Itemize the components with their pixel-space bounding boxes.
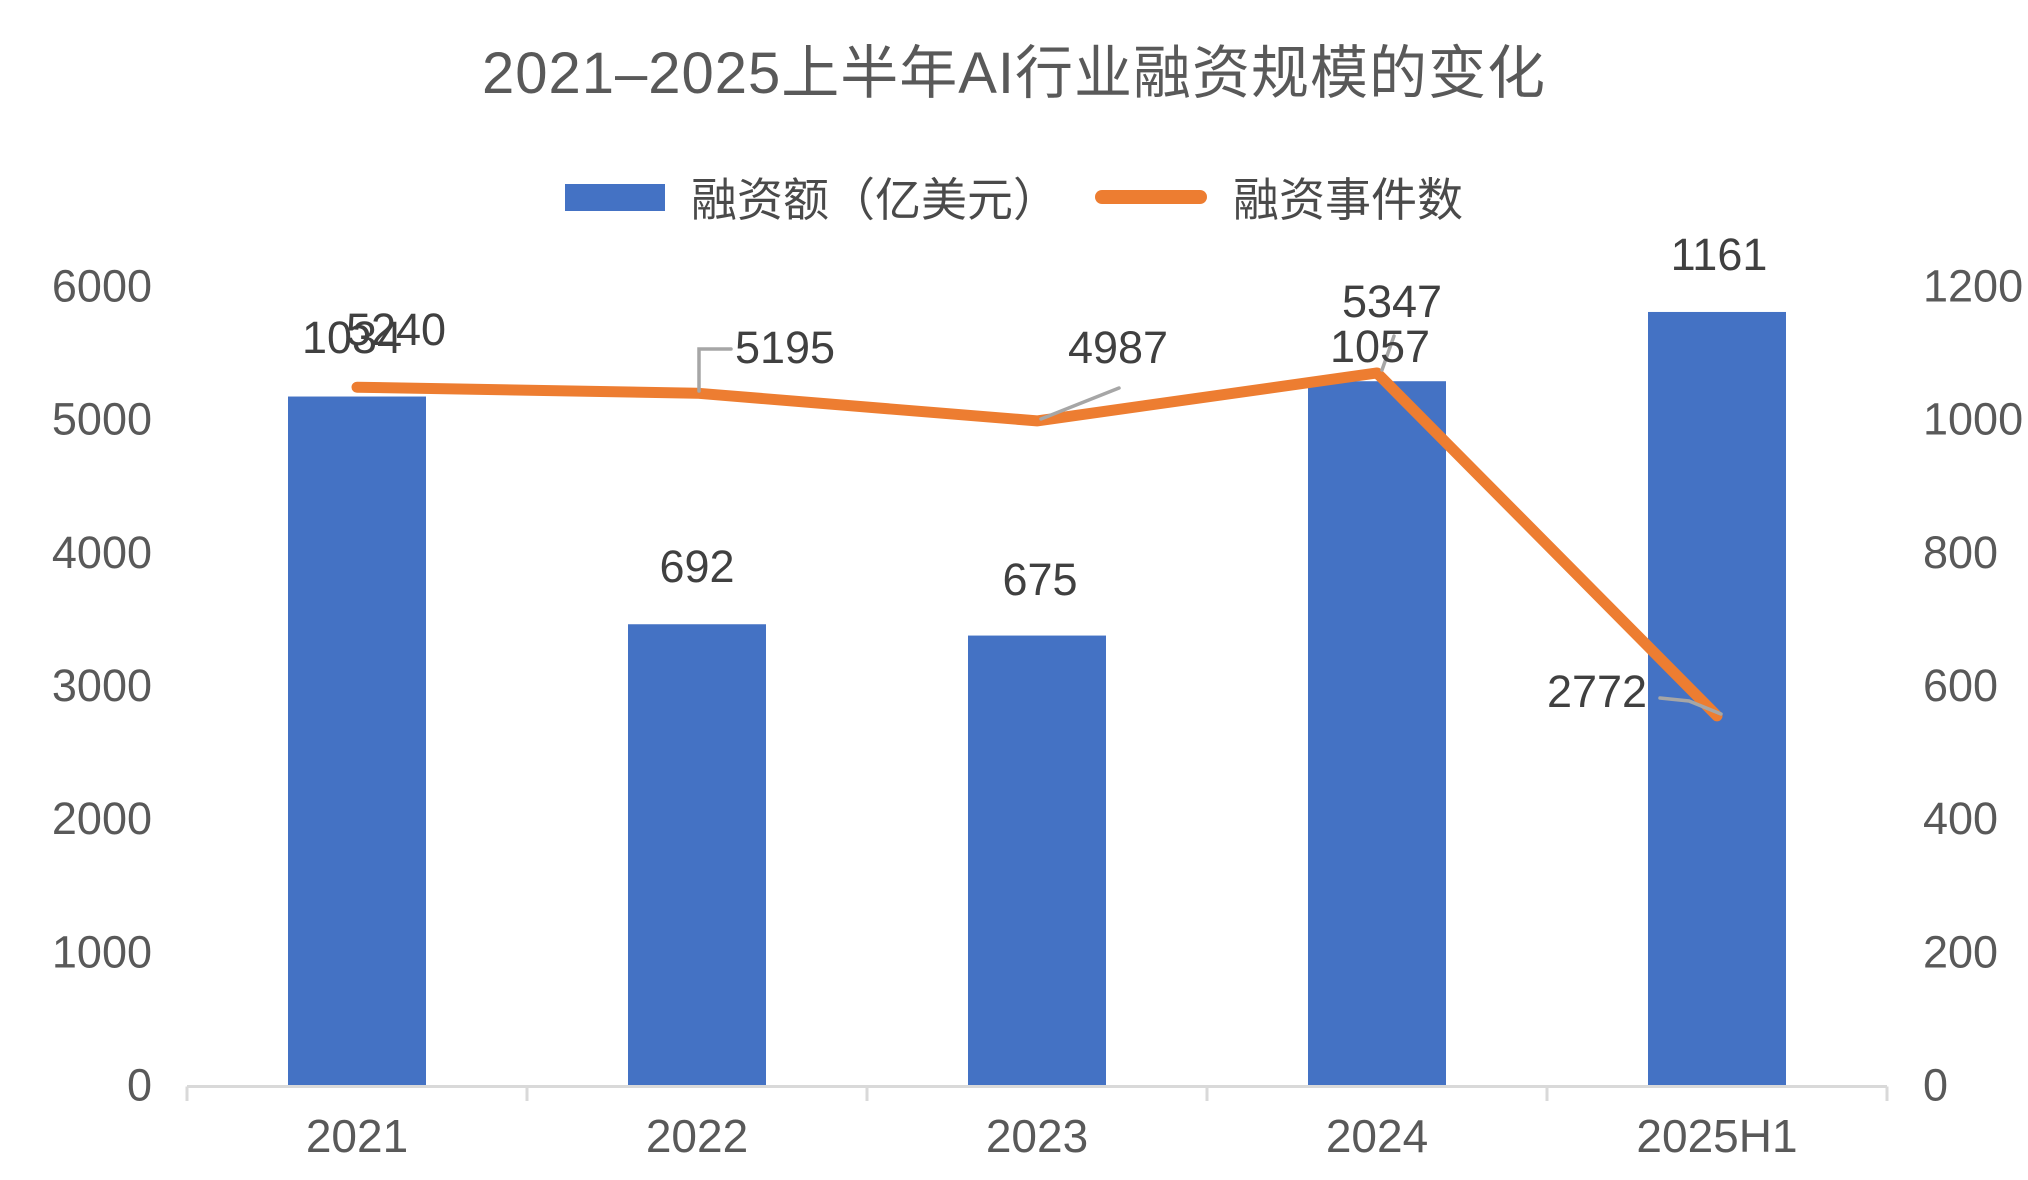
right-axis-label-0: 0	[1923, 1060, 1948, 1111]
right-axis-label-400: 400	[1923, 793, 1998, 844]
right-axis-label-200: 200	[1923, 926, 1998, 977]
line-label-2021: 5240	[346, 304, 446, 355]
bar-2024	[1308, 381, 1446, 1085]
line-label-2024: 5347	[1342, 276, 1442, 327]
legend-label-line-series: 融资事件数	[1233, 174, 1463, 226]
bar-2023	[968, 635, 1106, 1085]
bar-series-swatch-icon	[565, 183, 665, 211]
x-axis-label-2022: 2022	[646, 1110, 748, 1162]
bar-2022	[628, 624, 766, 1085]
legend: 融资额（亿美元） 融资事件数	[0, 164, 2028, 230]
right-axis-label-1200: 1200	[1923, 261, 2023, 312]
label-leader-line	[1658, 696, 1723, 716]
legend-item-line-series: 融资事件数	[1095, 164, 1463, 230]
line-label-2023: 4987	[1068, 322, 1168, 373]
label-leader-line	[697, 347, 733, 393]
left-axis-label-0: 0	[127, 1060, 152, 1111]
label-leader-line	[1039, 386, 1121, 421]
right-axis-label-600: 600	[1923, 660, 1998, 711]
bar-label-2021: 1034	[302, 312, 402, 363]
line-label-2022: 5195	[735, 322, 835, 373]
left-axis-label-4000: 4000	[52, 527, 152, 578]
bar-label-2022: 692	[659, 541, 734, 592]
bar-label-2025H1: 1161	[1671, 229, 1768, 280]
line-label-2025H1: 2772	[1547, 666, 1647, 717]
left-axis-label-3000: 3000	[52, 660, 152, 711]
legend-label-bar-series: 融资额（亿美元）	[691, 174, 1059, 226]
x-axis-label-2025H1: 2025H1	[1636, 1110, 1797, 1162]
left-axis-label-1000: 1000	[52, 926, 152, 977]
chart-title: 2021–2025上半年AI行业融资规模的变化	[481, 41, 1547, 106]
x-axis-label-2023: 2023	[986, 1110, 1088, 1162]
x-axis-label-2021: 2021	[306, 1110, 408, 1162]
right-axis-label-800: 800	[1923, 527, 1998, 578]
bar-label-2024: 1057	[1330, 321, 1430, 372]
left-axis-label-5000: 5000	[52, 394, 152, 445]
label-leader-line	[1380, 334, 1396, 372]
legend-item-bar-series: 融资额（亿美元）	[565, 164, 1059, 230]
left-axis-label-2000: 2000	[52, 793, 152, 844]
right-axis-label-1000: 1000	[1923, 394, 2023, 445]
x-axis-label-2024: 2024	[1326, 1110, 1428, 1162]
line-series	[351, 367, 1723, 722]
bar-2021	[288, 396, 426, 1085]
line-series-swatch-icon	[1095, 190, 1207, 204]
left-axis-label-6000: 6000	[52, 261, 152, 312]
bar-label-2023: 675	[1002, 554, 1077, 605]
